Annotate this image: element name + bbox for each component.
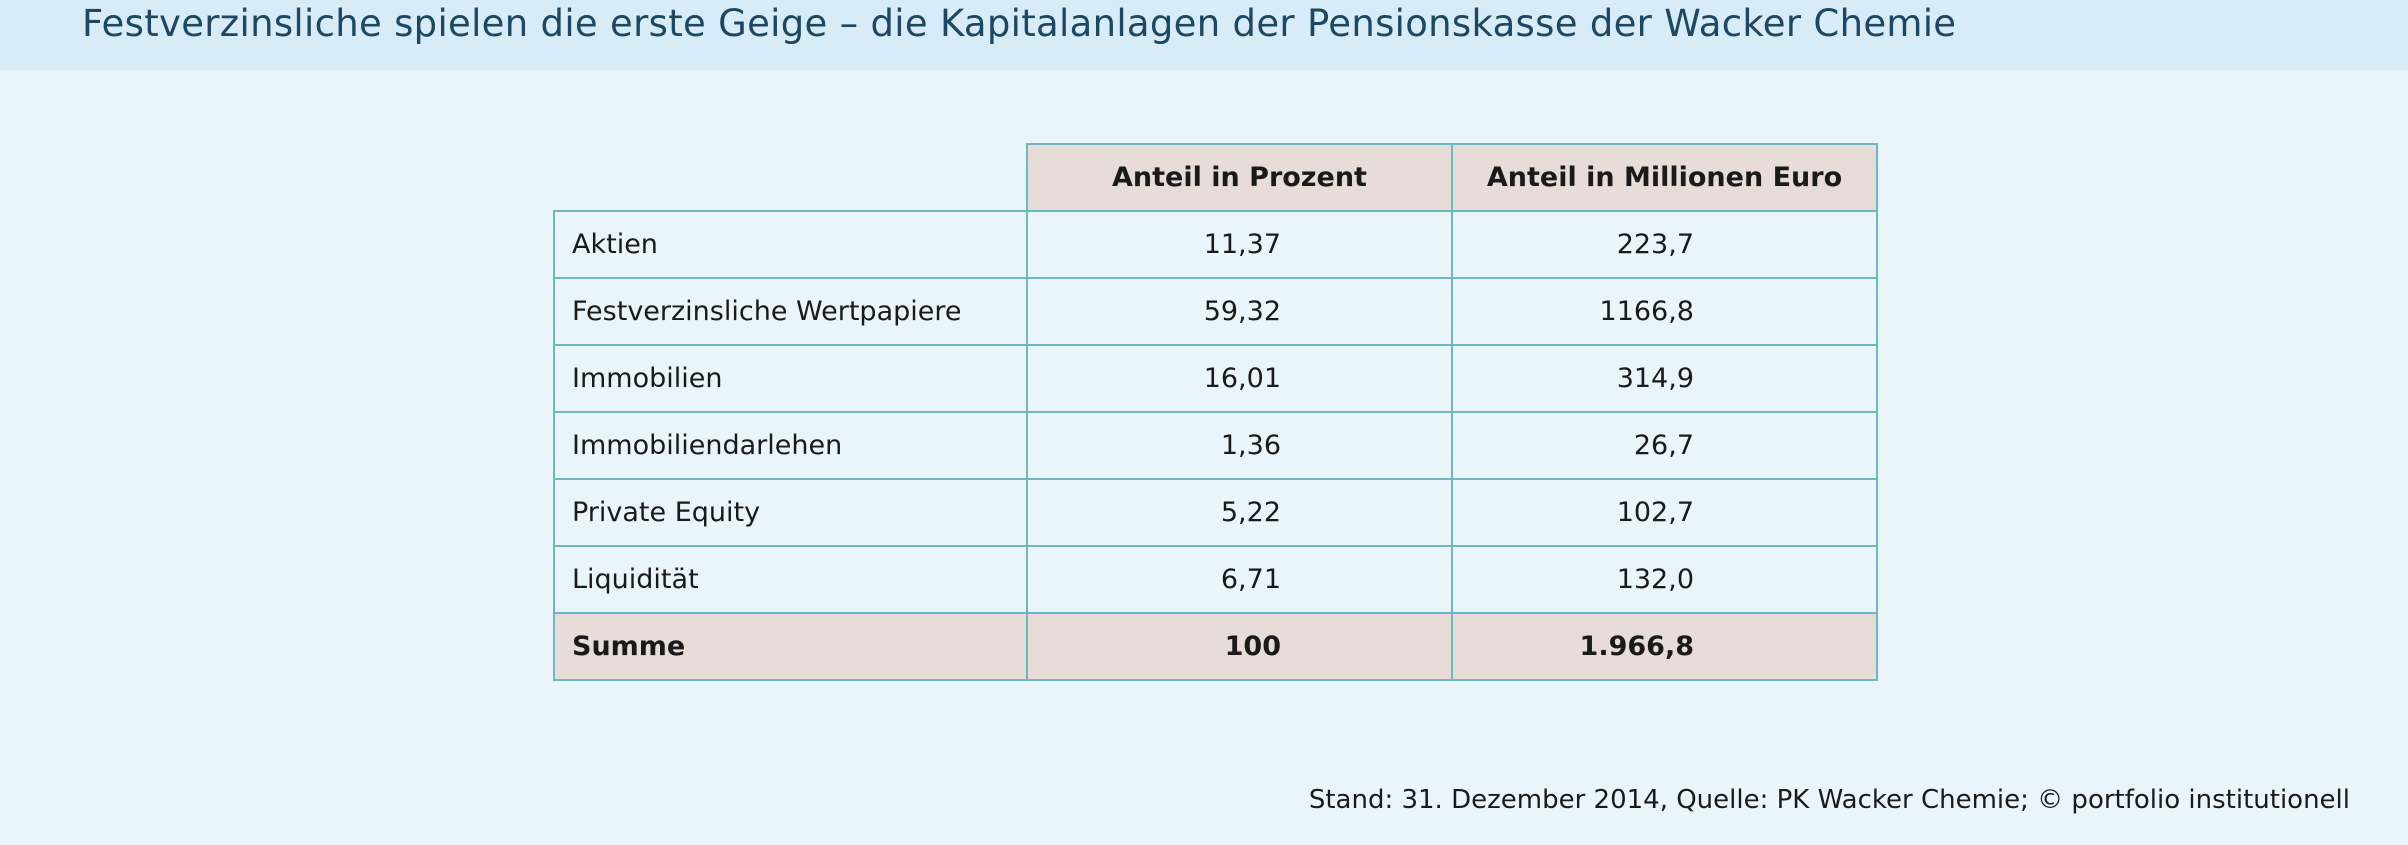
- row-label: Festverzinsliche Wertpapiere: [553, 277, 1028, 346]
- table-row: Private Equity 5,22 102,7: [553, 478, 1878, 547]
- row-label: Immobilien: [553, 344, 1028, 413]
- millions-cell: 26,7: [1451, 411, 1878, 480]
- percent-cell: 11,37: [1026, 210, 1453, 279]
- table-total-row: Summe 100 1.966,8: [553, 612, 1878, 681]
- percent-cell: 59,32: [1026, 277, 1453, 346]
- table-row: Aktien 11,37 223,7: [553, 210, 1878, 279]
- table-row: Immobiliendarlehen 1,36 26,7: [553, 411, 1878, 480]
- total-percent: 100: [1026, 612, 1453, 681]
- percent-cell: 5,22: [1026, 478, 1453, 547]
- header-percent: Anteil in Prozent: [1026, 143, 1453, 212]
- source-note: Stand: 31. Dezember 2014, Quelle: PK Wac…: [1308, 785, 2350, 815]
- row-label: Private Equity: [553, 478, 1028, 547]
- millions-cell: 223,7: [1451, 210, 1878, 279]
- row-label: Liquidität: [553, 545, 1028, 614]
- percent-cell: 1,36: [1026, 411, 1453, 480]
- total-label: Summe: [553, 612, 1028, 681]
- title-bar: Festverzinsliche spielen die erste Geige…: [0, 0, 2408, 70]
- percent-cell: 6,71: [1026, 545, 1453, 614]
- millions-cell: 1166,8: [1451, 277, 1878, 346]
- header-cell-empty: [554, 144, 1027, 211]
- total-millions: 1.966,8: [1451, 612, 1878, 681]
- millions-cell: 314,9: [1451, 344, 1878, 413]
- millions-cell: 132,0: [1451, 545, 1878, 614]
- page-title: Festverzinsliche spielen die erste Geige…: [82, 2, 1957, 45]
- table-row: Liquidität 6,71 132,0: [553, 545, 1878, 614]
- header-millions-euro: Anteil in Millionen Euro: [1451, 143, 1878, 212]
- table-header-row: Anteil in Prozent Anteil in Millionen Eu…: [554, 143, 1878, 212]
- allocation-table: Anteil in Prozent Anteil in Millionen Eu…: [553, 143, 1878, 681]
- millions-cell: 102,7: [1451, 478, 1878, 547]
- row-label: Aktien: [553, 210, 1028, 279]
- row-label: Immobiliendarlehen: [553, 411, 1028, 480]
- table-row: Festverzinsliche Wertpapiere 59,32 1166,…: [553, 277, 1878, 346]
- percent-cell: 16,01: [1026, 344, 1453, 413]
- table-row: Immobilien 16,01 314,9: [553, 344, 1878, 413]
